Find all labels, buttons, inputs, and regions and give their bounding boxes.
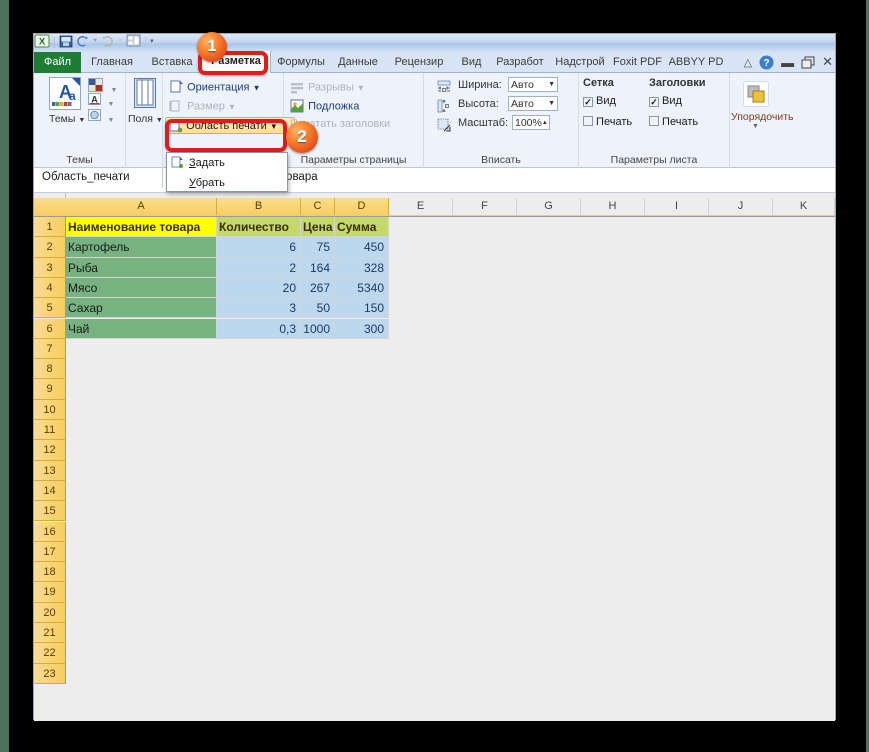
svg-text:?: ? — [764, 58, 770, 69]
svg-text:X: X — [39, 37, 46, 48]
svg-text:a: a — [69, 89, 76, 103]
